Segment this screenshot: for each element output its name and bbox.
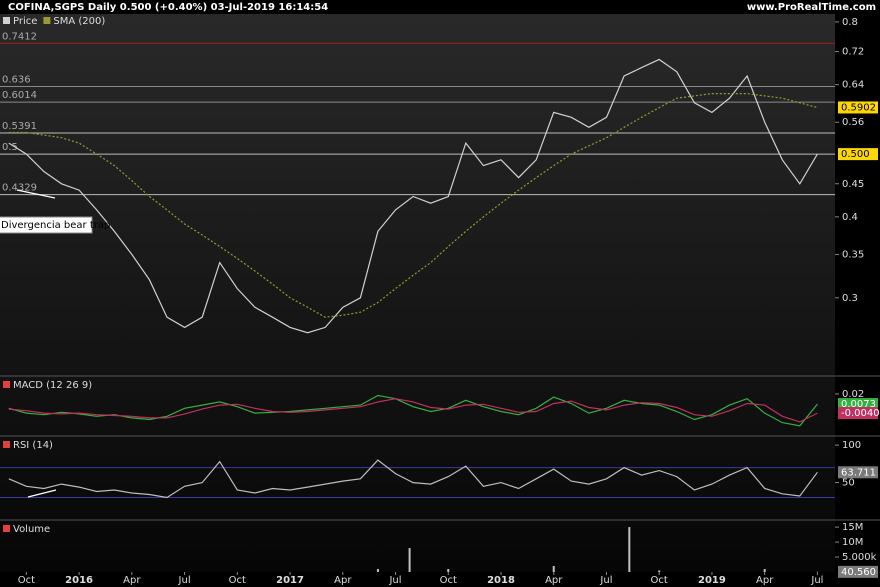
- header-title: COFINA,SGPS Daily 0.500 (+0.40%) 03-Jul-…: [8, 2, 328, 13]
- legend-label: SMA (200): [53, 16, 105, 27]
- y-tick-label: 0.02: [842, 389, 864, 400]
- last-value-box: [838, 565, 878, 578]
- panel-swatch: [3, 441, 10, 448]
- legend-label: Price: [13, 16, 37, 27]
- y-tick-label: 0.72: [842, 47, 864, 58]
- y-tick-label: 5.000k: [842, 552, 877, 563]
- last-value-label: -0.0040: [841, 408, 880, 419]
- last-value-label: 0.0073: [841, 399, 876, 410]
- volume-bar: [658, 570, 661, 572]
- x-tick-label: 2018: [487, 575, 515, 586]
- y-tick-label: 0.64: [842, 80, 864, 91]
- x-tick-label: Jul: [388, 575, 401, 586]
- volume-bar: [628, 527, 631, 572]
- level-label: 0.4329: [2, 183, 37, 194]
- panel-title: RSI (14): [13, 440, 53, 451]
- header-bar: [0, 0, 880, 14]
- time-axis: [0, 572, 835, 587]
- x-tick-label: Apr: [334, 575, 352, 586]
- last-value-label: 63.711: [841, 467, 876, 478]
- legend-swatch: [3, 17, 10, 24]
- x-tick-label: Jul: [178, 575, 191, 586]
- volume-bar: [763, 569, 766, 572]
- x-tick-label: Oct: [229, 575, 246, 586]
- x-tick-label: 2019: [698, 575, 726, 586]
- x-tick-label: Oct: [440, 575, 457, 586]
- last-value-label: 0.500: [841, 149, 870, 160]
- last-value-box: [838, 148, 878, 161]
- series-line: [8, 459, 818, 499]
- x-tick-label: Oct: [18, 575, 35, 586]
- panel-title: MACD (12 26 9): [13, 380, 92, 391]
- panel-title: Volume: [13, 524, 50, 535]
- volume-bar: [376, 569, 379, 572]
- series-line: [8, 58, 818, 334]
- x-tick-label: Jul: [599, 575, 612, 586]
- last-value-box: [838, 466, 878, 479]
- x-tick-label: Apr: [756, 575, 774, 586]
- panel-swatch: [3, 525, 10, 532]
- annotation-box: [0, 216, 93, 234]
- annotation-line: [16, 189, 56, 199]
- y-tick-label: 0.3: [842, 293, 858, 304]
- x-tick-label: Jul: [810, 575, 823, 586]
- last-value-box: [838, 398, 878, 411]
- level-label: 0.6014: [2, 90, 37, 101]
- series-line: [8, 398, 818, 423]
- last-value-box: [838, 407, 878, 420]
- x-tick-label: Apr: [123, 575, 141, 586]
- x-tick-label: 2016: [65, 575, 93, 586]
- legend-swatch: [43, 17, 51, 24]
- y-tick-label: 0.45: [842, 179, 864, 190]
- y-tick-label: 15M: [842, 522, 863, 533]
- last-value-label: 0.5902: [841, 102, 876, 113]
- last-value-label: 40.560: [841, 567, 876, 578]
- last-value-box: [838, 101, 878, 114]
- level-label: 0.636: [2, 74, 31, 85]
- y-tick-label: 0.8: [842, 17, 858, 28]
- level-label: 0.7412: [2, 31, 37, 42]
- y-tick-label: 0.35: [842, 249, 864, 260]
- series-line: [8, 394, 818, 427]
- y-tick-label: 0.56: [842, 117, 864, 128]
- volume-bar: [408, 548, 411, 572]
- panel-swatch: [3, 381, 10, 388]
- volume-bar: [447, 569, 450, 572]
- header-site: www.ProRealTime.com: [747, 2, 876, 13]
- y-tick-label: 10M: [842, 537, 863, 548]
- annotation-line: [27, 489, 57, 498]
- level-label: 0.5391: [2, 121, 37, 132]
- x-tick-label: Oct: [651, 575, 668, 586]
- y-tick-label: 0.4: [842, 212, 858, 223]
- level-label: 0.5: [2, 142, 18, 153]
- annotation-text: Divergencia bear trap: [1, 220, 110, 231]
- y-tick-label: 50: [842, 478, 855, 489]
- x-tick-label: 2017: [276, 575, 304, 586]
- y-tick-label: 100: [842, 440, 861, 451]
- x-tick-label: Apr: [545, 575, 563, 586]
- volume-bar: [552, 566, 555, 572]
- series-line: [8, 93, 818, 318]
